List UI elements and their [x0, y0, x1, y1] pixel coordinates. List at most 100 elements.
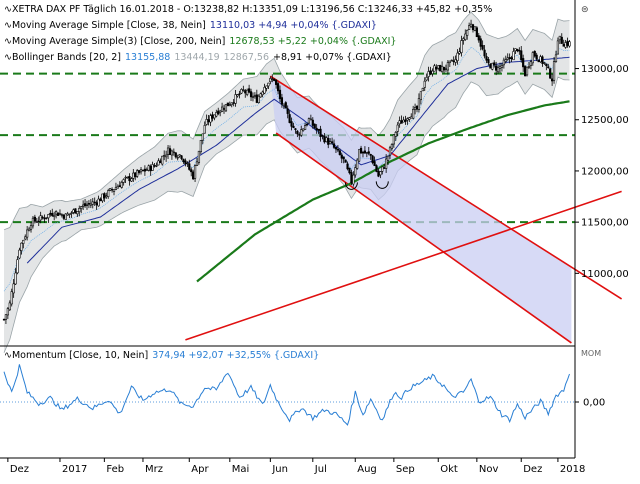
candle-body: [471, 24, 475, 31]
candle-body: [159, 160, 162, 164]
legend-momentum: ∿Momentum [Close, 10, Nein] 374,94 +92,07…: [4, 350, 319, 361]
candle-body: [496, 67, 500, 73]
candle-body: [514, 48, 517, 52]
panel-widgets[interactable]: ⊜: [581, 5, 589, 15]
candle-body: [66, 213, 69, 216]
legend-bb-lower: 12867,56: [224, 52, 269, 63]
bollinger-band: [3, 11, 570, 353]
candle-body: [249, 91, 253, 98]
x-tick-label: Dez: [10, 464, 29, 475]
candle-body: [522, 58, 525, 68]
candle-body: [363, 150, 367, 154]
candle-body: [518, 50, 521, 52]
candle-body: [85, 204, 89, 206]
candle-body: [89, 203, 92, 206]
momentum-panel: [0, 345, 575, 426]
candle-body: [269, 78, 272, 83]
candle-body: [495, 65, 498, 71]
x-tick-label: Jun: [271, 464, 288, 475]
candle-body: [560, 36, 563, 44]
candle-body: [161, 155, 164, 165]
candle-body: [354, 167, 357, 176]
candle-body: [458, 51, 461, 54]
legend-ma38: ∿Moving Average Simple [Close, 38, Nein]…: [4, 20, 377, 31]
candle-body: [261, 91, 264, 96]
x-tick-label: Feb: [106, 464, 124, 475]
y-tick-label: 11000,00: [581, 269, 629, 280]
candle-body: [398, 120, 401, 125]
candle-body: [213, 114, 216, 119]
candle-body: [219, 110, 222, 113]
annotations: [344, 181, 389, 190]
candle-body: [184, 160, 187, 165]
candle-body: [45, 217, 48, 219]
candle-body: [379, 171, 382, 176]
candle-body: [176, 156, 179, 159]
candle-body: [87, 203, 91, 205]
candle-body: [427, 71, 430, 77]
candle-body: [547, 66, 550, 69]
candle-body: [396, 124, 399, 132]
candle-body: [43, 217, 46, 220]
candle-body: [288, 114, 291, 123]
candle-body: [502, 59, 505, 66]
candle-body: [290, 121, 293, 127]
candle-body: [400, 120, 403, 124]
candle-body: [209, 115, 212, 123]
candle-body: [186, 162, 189, 165]
candle-body: [168, 148, 172, 155]
candle-body: [188, 163, 191, 170]
candle-body: [271, 78, 274, 80]
candle-body: [203, 125, 206, 134]
mom-y-tick-label: 0,00: [583, 398, 605, 409]
candle-body: [415, 105, 419, 110]
candle-body: [240, 89, 243, 94]
candle-body: [205, 119, 208, 125]
legend-bb-upper: 13444,19: [174, 52, 219, 63]
candle-body: [317, 129, 320, 131]
candle-body: [56, 212, 60, 216]
candle-body: [425, 77, 428, 81]
candle-body: [346, 163, 349, 170]
candle-body: [450, 59, 453, 62]
candle-body: [477, 35, 480, 41]
candle-body: [60, 214, 63, 216]
candle-body: [292, 125, 295, 128]
candle-body: [83, 203, 87, 207]
low-marker-0: [344, 182, 358, 190]
x-tick-label: Aug: [357, 464, 377, 475]
candle-body: [423, 80, 426, 88]
candle-body: [114, 187, 118, 190]
candle-body: [394, 132, 397, 137]
candle-body: [105, 195, 108, 198]
candle-body: [493, 62, 496, 66]
candle-body: [282, 103, 285, 106]
candle-body: [97, 198, 100, 207]
candle-body: [475, 27, 478, 38]
candle-body: [543, 62, 546, 64]
candle-body: [134, 172, 137, 177]
candle-body: [325, 137, 328, 143]
candle-body: [300, 129, 303, 136]
candle-body: [157, 160, 160, 166]
low-marker-1: [375, 181, 389, 189]
candle-body: [558, 35, 561, 41]
collapse-icon[interactable]: ⊜: [581, 5, 589, 15]
candle-body: [118, 185, 121, 188]
candle-body: [433, 65, 436, 72]
candle-body: [549, 68, 552, 79]
candle-body: [342, 156, 345, 160]
candle-body: [319, 128, 322, 138]
candle-body: [143, 168, 146, 172]
candle-body: [103, 193, 106, 199]
candlesticks: [2, 19, 571, 324]
candle-body: [248, 88, 251, 93]
candle-body: [64, 213, 67, 220]
candle-body: [35, 221, 38, 223]
candle-body: [404, 119, 407, 122]
candle-body: [340, 154, 343, 159]
candle-body: [510, 57, 513, 60]
candle-body: [383, 167, 386, 169]
candle-body: [498, 65, 502, 69]
candle-body: [435, 66, 438, 70]
